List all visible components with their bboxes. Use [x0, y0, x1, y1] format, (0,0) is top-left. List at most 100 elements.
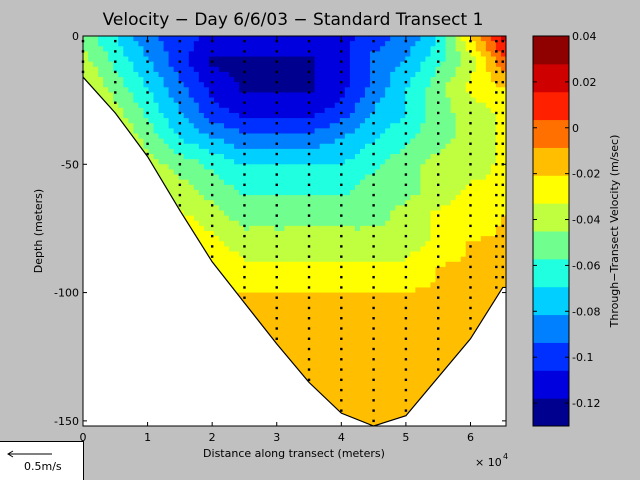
- velocity-cell: [224, 195, 230, 201]
- velocity-cell: [254, 179, 260, 186]
- velocity-cell: [385, 205, 391, 212]
- velocity-cell: [239, 241, 245, 247]
- velocity-cell: [425, 210, 432, 217]
- velocity-cell: [365, 164, 371, 171]
- velocity-cell: [198, 107, 205, 114]
- velocity-cell: [334, 66, 341, 73]
- velocity-cell: [349, 138, 356, 145]
- velocity-cell: [490, 66, 497, 73]
- velocity-cell: [329, 41, 336, 47]
- velocity-cell: [435, 174, 442, 181]
- velocity-cell: [485, 164, 492, 171]
- velocity-cell: [460, 112, 467, 119]
- velocity-cell: [289, 87, 296, 94]
- velocity-cell: [500, 277, 506, 283]
- velocity-cell: [485, 184, 492, 191]
- velocity-cell: [344, 107, 351, 114]
- velocity-cell: [259, 307, 265, 314]
- velocity-cell: [168, 143, 175, 150]
- velocity-cell: [254, 287, 260, 294]
- velocity-cell: [395, 225, 401, 232]
- velocity-cell: [445, 174, 452, 181]
- velocity-cell: [208, 61, 215, 68]
- velocity-cell: [375, 215, 381, 222]
- velocity-cell: [203, 200, 210, 206]
- velocity-cell: [118, 97, 124, 104]
- velocity-cell: [375, 92, 381, 99]
- velocity-cell: [420, 184, 427, 191]
- velocity-cell: [480, 169, 487, 176]
- velocity-cell: [425, 328, 432, 335]
- velocity-cell: [218, 220, 225, 227]
- velocity-cell: [480, 266, 487, 273]
- velocity-cell: [344, 205, 351, 212]
- velocity-cell: [183, 87, 190, 94]
- velocity-cell: [365, 277, 371, 283]
- velocity-cell: [460, 277, 467, 283]
- velocity-cell: [259, 282, 265, 289]
- velocity-cell: [349, 272, 356, 278]
- velocity-cell: [460, 36, 467, 42]
- velocity-cell: [475, 174, 482, 181]
- velocity-cell: [269, 195, 275, 201]
- velocity-cell: [309, 118, 316, 124]
- velocity-cell: [500, 36, 506, 42]
- velocity-cell: [274, 282, 280, 289]
- velocity-cell: [304, 154, 311, 160]
- velocity-cell: [375, 133, 381, 140]
- velocity-cell: [334, 51, 341, 58]
- velocity-cell: [153, 36, 160, 42]
- velocity-cell: [405, 159, 411, 165]
- velocity-cell: [249, 231, 255, 237]
- velocity-cell: [415, 189, 421, 196]
- velocity-cell: [500, 148, 506, 155]
- velocity-cell: [319, 220, 326, 227]
- velocity-cell: [249, 307, 255, 314]
- velocity-cell: [309, 92, 316, 99]
- velocity-cell: [98, 71, 104, 78]
- velocity-cell: [259, 41, 265, 47]
- velocity-cell: [425, 215, 432, 222]
- velocity-cell: [359, 282, 366, 289]
- velocity-cell: [234, 236, 240, 242]
- velocity-cell: [249, 92, 255, 99]
- velocity-cell: [390, 46, 396, 52]
- velocity-cell: [299, 256, 306, 263]
- velocity-cell: [465, 112, 472, 119]
- velocity-cell: [485, 297, 492, 304]
- velocity-cell: [173, 46, 180, 52]
- velocity-cell: [485, 282, 492, 289]
- velocity-cell: [284, 251, 291, 258]
- velocity-cell: [390, 231, 396, 237]
- velocity-cell: [365, 77, 371, 83]
- velocity-cell: [495, 102, 502, 109]
- velocity-cell: [213, 220, 220, 227]
- velocity-cell: [314, 277, 321, 283]
- velocity-cell: [158, 138, 165, 145]
- velocity-cell: [249, 272, 255, 278]
- velocity-cell: [485, 123, 492, 129]
- velocity-cell: [178, 205, 185, 212]
- velocity-cell: [390, 307, 396, 314]
- velocity-cell: [334, 61, 341, 68]
- velocity-cell: [485, 87, 492, 94]
- velocity-cell: [370, 231, 376, 237]
- velocity-cell: [188, 210, 195, 217]
- velocity-cell: [244, 282, 250, 289]
- velocity-cell: [229, 195, 235, 201]
- velocity-cell: [309, 287, 316, 294]
- velocity-cell: [475, 133, 482, 140]
- velocity-cell: [274, 318, 280, 324]
- velocity-cell: [158, 169, 165, 176]
- velocity-cell: [410, 210, 416, 217]
- velocity-cell: [480, 107, 487, 114]
- velocity-cell: [354, 266, 361, 273]
- velocity-cell: [304, 225, 311, 232]
- velocity-cell: [213, 36, 220, 42]
- velocity-cell: [354, 71, 361, 78]
- velocity-cell: [440, 128, 447, 135]
- velocity-cell: [234, 107, 240, 114]
- velocity-cell: [460, 159, 467, 165]
- velocity-cell: [208, 164, 215, 171]
- velocity-cell: [349, 56, 356, 63]
